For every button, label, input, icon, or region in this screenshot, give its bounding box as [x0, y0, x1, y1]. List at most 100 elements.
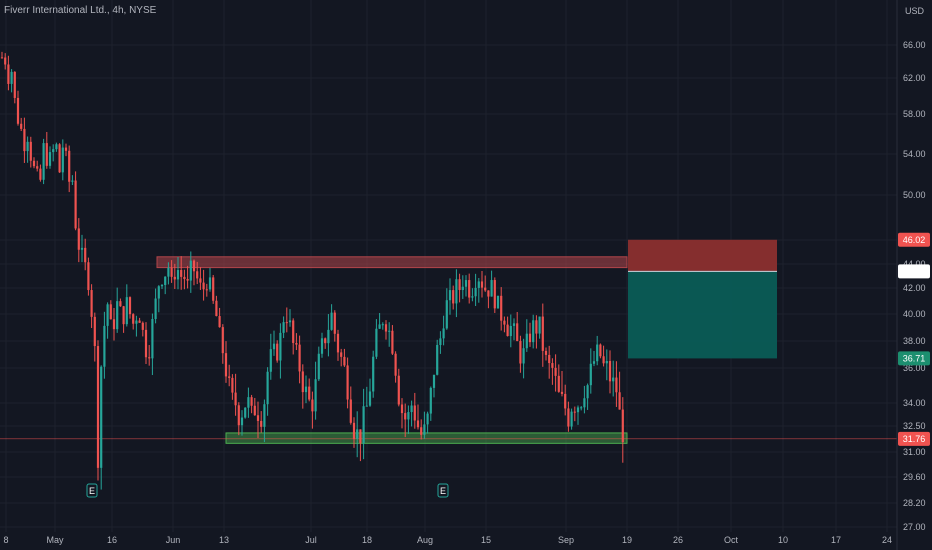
candle-body: [410, 405, 413, 413]
candle-body: [618, 392, 621, 410]
candle-body: [237, 405, 240, 426]
y-tick-label: 32.50: [903, 421, 926, 431]
y-tick-label: 54.00: [903, 149, 926, 159]
candle-body: [512, 323, 516, 326]
stop-price-tag-label: 46.02: [903, 235, 926, 245]
y-tick-label: 28.20: [903, 498, 926, 508]
candle-body: [148, 357, 151, 359]
candle-body: [68, 150, 71, 182]
y-tick-label: 38.00: [903, 336, 926, 346]
candle-body: [541, 316, 544, 351]
candle-body: [426, 413, 429, 425]
candle-body: [199, 278, 202, 283]
candle-body: [176, 270, 180, 280]
x-tick-label: May: [46, 535, 64, 545]
candle-body: [461, 286, 464, 291]
candle-body: [333, 312, 336, 334]
candle-body: [196, 271, 199, 279]
candle-body: [77, 228, 80, 250]
candle-body: [250, 397, 253, 406]
candle-body: [292, 320, 295, 343]
x-tick-label: 16: [107, 535, 117, 545]
earnings-marker: [437, 483, 449, 498]
candle-body: [154, 298, 157, 319]
candle-body: [0, 57, 4, 59]
candle-body: [64, 147, 68, 151]
candle-body: [282, 322, 285, 333]
candle-body: [583, 398, 586, 408]
x-tick-label: Sep: [558, 535, 574, 545]
x-tick-label: Jun: [166, 535, 181, 545]
candle-body: [260, 420, 263, 427]
candle-body: [560, 391, 564, 394]
candle-body: [324, 338, 327, 344]
candle-body: [407, 412, 410, 420]
candle-body: [368, 391, 372, 406]
candle-body: [448, 290, 452, 301]
candle-body: [615, 377, 618, 393]
candle-body: [183, 276, 186, 280]
candle-body: [170, 267, 173, 277]
candle-body: [234, 392, 237, 406]
candle-body: [90, 290, 93, 317]
candle-body: [80, 247, 84, 250]
candle-body: [349, 399, 352, 423]
candle-body: [58, 144, 61, 173]
candle-body: [180, 270, 183, 277]
candle-body: [404, 413, 407, 420]
candle-body: [96, 346, 100, 468]
candle-body: [52, 149, 55, 153]
candle-body: [570, 411, 573, 427]
candle-body: [548, 354, 551, 364]
candle-body: [55, 144, 58, 150]
x-tick-label: 15: [481, 535, 491, 545]
candle-body: [423, 424, 426, 435]
candle-body: [317, 353, 320, 380]
candle-body: [602, 356, 605, 364]
candle-body: [612, 377, 615, 382]
entry-price-tag: [898, 264, 930, 279]
support-zone: [225, 432, 628, 444]
candle-body: [122, 306, 125, 325]
candle-body: [26, 141, 29, 152]
candle-body: [48, 152, 52, 166]
y-tick-label: 66.00: [903, 40, 926, 50]
candle-body: [314, 379, 317, 412]
currency-label: USD: [905, 6, 925, 16]
candle-body: [135, 320, 138, 324]
candle-body: [61, 147, 64, 173]
candle-body: [244, 407, 247, 418]
candle-body: [544, 350, 548, 355]
candle-body: [272, 343, 276, 350]
candle-body: [84, 247, 87, 263]
candle-body: [471, 296, 474, 298]
resistance-zone: [156, 256, 628, 269]
candle-body: [125, 297, 128, 325]
candle-body: [519, 341, 522, 364]
candle-body: [151, 318, 154, 359]
x-tick-label: 13: [219, 535, 229, 545]
candle-body: [330, 312, 333, 330]
candle-body: [554, 367, 557, 376]
earnings-marker-label: E: [89, 486, 95, 496]
candle-body: [103, 325, 106, 367]
candle-body: [212, 277, 215, 301]
candle-body: [416, 420, 420, 428]
candle-body: [599, 344, 602, 357]
candle-body: [4, 57, 7, 65]
candle-body: [36, 166, 39, 169]
candle-body: [573, 411, 576, 413]
candle-body: [391, 330, 394, 354]
candle-body: [480, 281, 484, 288]
candle-body: [208, 277, 212, 290]
candle-body: [340, 352, 343, 357]
candle-body: [231, 377, 234, 393]
chart-title: Fiverr International Ltd., 4h, NYSE: [4, 5, 157, 16]
candle-body: [10, 71, 13, 84]
y-tick-label: 31.00: [903, 447, 926, 457]
candle-body: [343, 356, 346, 366]
candle-body: [109, 304, 112, 320]
candle-body: [87, 262, 90, 291]
